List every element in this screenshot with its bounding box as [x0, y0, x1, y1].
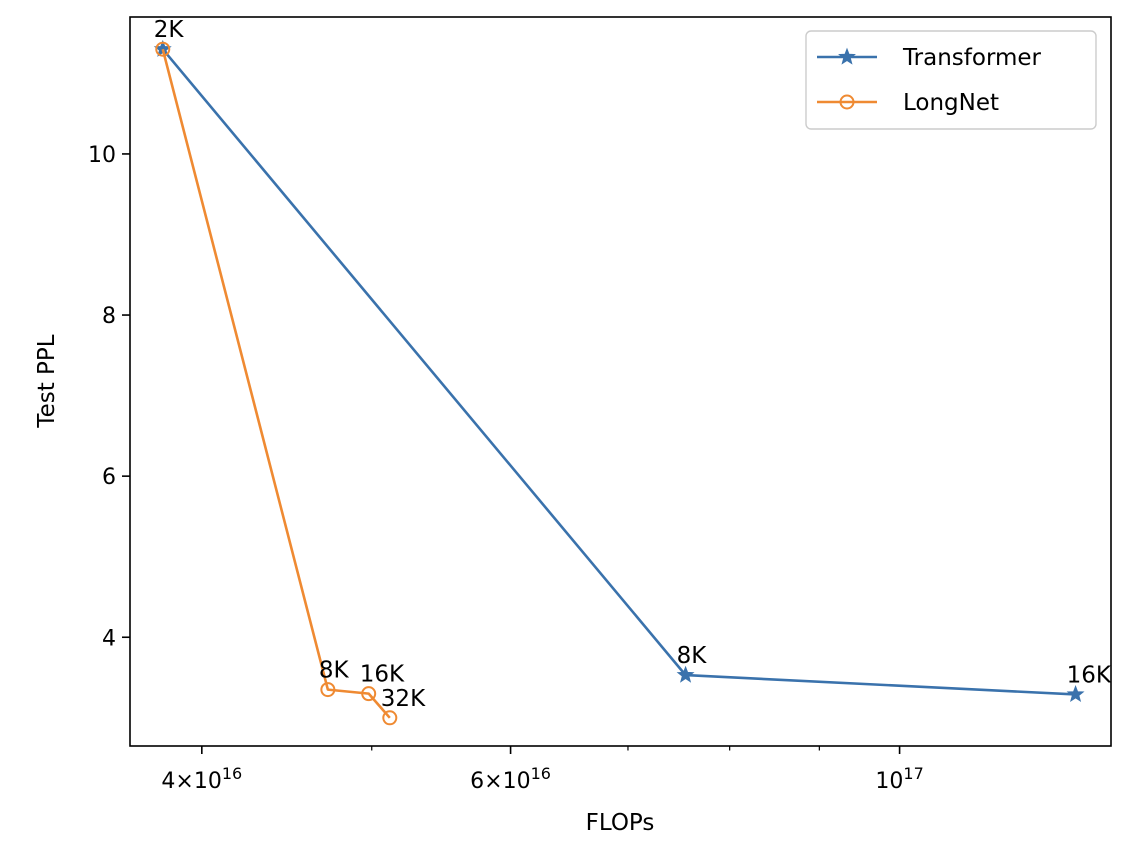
x-tick-exponent: 16 — [222, 764, 242, 783]
legend-item-longnet: LongNet — [817, 90, 999, 116]
series-longnet — [155, 41, 398, 726]
x-tick-part: × — [484, 769, 502, 794]
x-tick-label: 1017 — [875, 764, 923, 794]
data-point-label: 16K — [1067, 662, 1112, 688]
x-tick-part: 4 — [161, 769, 175, 794]
data-point-label: 2K — [154, 17, 185, 43]
data-point-marker — [1066, 685, 1085, 703]
x-tick-part: 10 — [503, 769, 531, 794]
x-axis-label: FLOPs — [586, 810, 655, 836]
data-point-marker — [382, 710, 398, 726]
data-point-label: 32K — [381, 686, 426, 712]
legend-label: LongNet — [903, 90, 999, 116]
x-tick-exponent: 16 — [531, 764, 551, 783]
x-axis-ticks: 4×1016 6×1016 1017 — [161, 746, 924, 794]
data-point-label: 8K — [319, 658, 350, 684]
y-tick-label: 10 — [88, 143, 116, 168]
x-tick-part: 6 — [470, 769, 484, 794]
x-tick-exponent: 17 — [903, 764, 923, 783]
data-point-marker — [676, 665, 695, 683]
legend-swatch-marker — [839, 94, 855, 110]
series-layer — [153, 39, 1085, 726]
plot-frame — [129, 16, 1112, 747]
x-tick-label: 6×1016 — [470, 764, 551, 794]
x-tick-part: 10 — [875, 769, 903, 794]
y-axis-label: Test PPL — [34, 334, 60, 428]
data-point-marker — [320, 682, 336, 698]
x-tick-part: × — [175, 769, 193, 794]
data-point-marker — [155, 41, 171, 57]
x-tick-label: 4×1016 — [161, 764, 242, 794]
legend-swatch-marker — [838, 47, 856, 65]
legend-item-transformer: Transformer — [817, 45, 1042, 71]
y-axis-ticks: 4 6 8 10 — [88, 143, 130, 651]
data-point-marker — [361, 686, 377, 702]
y-tick-label: 4 — [102, 626, 116, 651]
legend-box — [805, 30, 1097, 130]
series-line — [161, 48, 391, 719]
legend-label: Transformer — [902, 45, 1042, 71]
y-tick-label: 8 — [102, 304, 116, 329]
x-tick-part: 10 — [194, 769, 222, 794]
data-point-label: 16K — [360, 662, 405, 688]
legend: Transformer LongNet — [805, 30, 1097, 130]
y-tick-label: 6 — [102, 465, 116, 490]
data-point-label: 8K — [677, 643, 708, 669]
legend-entries: Transformer LongNet — [817, 45, 1042, 116]
